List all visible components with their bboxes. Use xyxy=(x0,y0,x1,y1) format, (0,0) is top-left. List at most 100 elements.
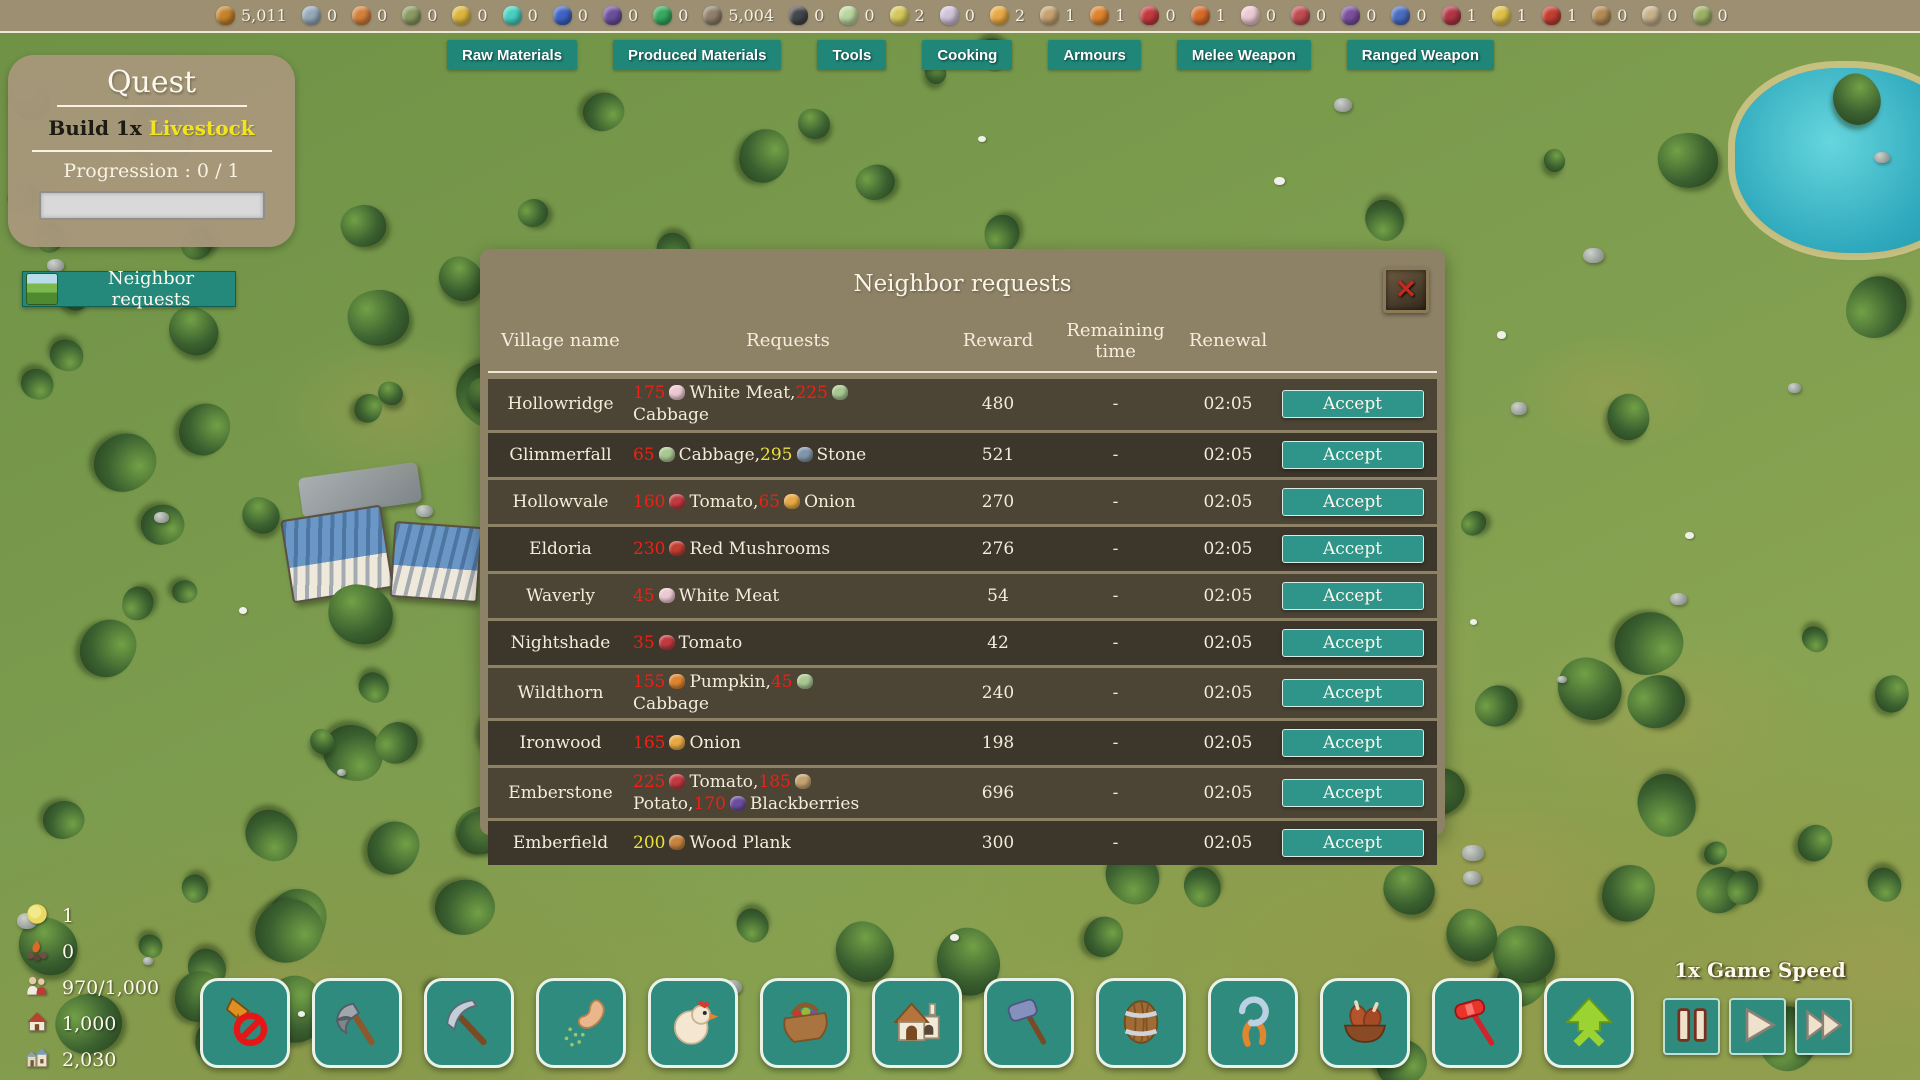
resource-count: 0 xyxy=(814,6,825,25)
village-name-cell: Glimmerfall xyxy=(509,444,612,465)
tool-sow-seeds-button[interactable] xyxy=(536,978,626,1068)
tab-produced-materials[interactable]: Produced Materials xyxy=(613,40,782,70)
remaining-time-cell: - xyxy=(1112,491,1119,512)
neighbor-requests-button[interactable]: Neighbor requests xyxy=(22,268,236,310)
tab-armours[interactable]: Armours xyxy=(1048,40,1141,70)
blue-stone-icon xyxy=(301,6,321,25)
table-header: Village name Requests Reward Remaining time… xyxy=(488,320,1437,362)
rock xyxy=(1511,402,1528,415)
accept-button[interactable]: Accept xyxy=(1281,440,1424,469)
accept-button[interactable]: Accept xyxy=(1281,778,1424,807)
rock xyxy=(1462,870,1482,885)
teal-gem-icon xyxy=(502,6,522,25)
resource-potato: 1 xyxy=(1040,6,1075,25)
tab-tools[interactable]: Tools xyxy=(817,40,887,70)
sheep xyxy=(1685,531,1695,539)
tool-harvest-basket-button[interactable] xyxy=(760,978,850,1068)
action-toolbar xyxy=(200,978,1634,1068)
tomato-icon xyxy=(669,493,686,509)
resource-pumpkin: 1 xyxy=(1090,6,1125,25)
tool-cancel-selection-button[interactable] xyxy=(200,978,290,1068)
tool-upgrade-button[interactable] xyxy=(1544,978,1634,1068)
tab-melee-weapon[interactable]: Melee Weapon xyxy=(1176,40,1311,70)
accept-button[interactable]: Accept xyxy=(1281,678,1424,707)
close-button[interactable]: ✕ xyxy=(1383,267,1429,313)
request-qty: 155 xyxy=(633,671,666,692)
play-button[interactable] xyxy=(1729,998,1786,1055)
resource-count: 0 xyxy=(964,6,975,25)
modal-title: Neighbor requests xyxy=(853,271,1072,297)
tool-gavel-button[interactable] xyxy=(1432,978,1522,1068)
accept-button[interactable]: Accept xyxy=(1281,487,1424,516)
resource-yellow-berries: 1 xyxy=(1491,6,1527,25)
column-header: Requests xyxy=(746,330,830,352)
tool-cooked-meat-button[interactable] xyxy=(1320,978,1410,1068)
header-divider xyxy=(488,371,1437,374)
fast-forward-button[interactable] xyxy=(1795,998,1852,1055)
tab-cooking[interactable]: Cooking xyxy=(922,40,1013,70)
rock xyxy=(154,511,169,523)
request-item-name: Cabbage xyxy=(633,693,709,714)
lake xyxy=(1735,68,1920,253)
tool-barrel-button[interactable] xyxy=(1096,978,1186,1068)
gold-ore-icon xyxy=(452,6,472,25)
village-name-cell: Hollowvale xyxy=(512,491,609,512)
harvest-basket-icon xyxy=(776,993,834,1054)
villagers-icon xyxy=(24,973,50,1003)
accept-button[interactable]: Accept xyxy=(1281,581,1424,610)
resource-count: 0 xyxy=(1165,6,1176,25)
renewal-cell: 02:05 xyxy=(1203,491,1253,512)
stat-houses: 1,000 xyxy=(24,1006,159,1042)
request-qty: 170 xyxy=(693,793,726,814)
tool-livestock-button[interactable] xyxy=(648,978,738,1068)
cabbage-icon xyxy=(796,673,813,689)
resource-count: 0 xyxy=(1316,6,1327,25)
accept-button[interactable]: Accept xyxy=(1281,728,1424,757)
reward-cell: 270 xyxy=(981,491,1015,512)
request-qty: 65 xyxy=(758,491,781,512)
resource-white-meat: 0 xyxy=(1240,6,1276,25)
stat-villagers: 970/1,000 xyxy=(24,970,159,1006)
accept-button[interactable]: Accept xyxy=(1281,628,1424,657)
white-meat-icon xyxy=(669,385,686,401)
tool-build-house-button[interactable] xyxy=(872,978,962,1068)
sheep xyxy=(1469,619,1477,625)
tab-ranged-weapon[interactable]: Ranged Weapon xyxy=(1346,40,1494,70)
resource-red-meat: 0 xyxy=(1291,6,1326,25)
request-qty: 295 xyxy=(760,444,793,465)
pumpkin-icon xyxy=(669,673,686,689)
request-item-name: Red Mushrooms xyxy=(689,538,831,559)
request-item-name: Onion xyxy=(804,491,856,512)
game-speed-controls xyxy=(1663,998,1852,1055)
rock xyxy=(142,957,154,965)
green-gem-icon xyxy=(653,6,673,25)
stat-value: 970/1,000 xyxy=(62,977,160,999)
request-qty: 65 xyxy=(633,444,655,465)
quest-panel: Quest Build 1x Livestock Progression : 0… xyxy=(8,55,295,247)
remaining-time-cell: - xyxy=(1112,732,1119,753)
neighbor-requests-label: Neighbor requests xyxy=(107,268,195,310)
stat-value: 1 xyxy=(62,905,75,927)
accept-button[interactable]: Accept xyxy=(1281,828,1424,857)
resource-green-mushroom: 0 xyxy=(1692,6,1728,25)
reward-cell: 276 xyxy=(981,538,1015,559)
resource-count: 0 xyxy=(864,6,875,25)
tool-pickaxe-button[interactable] xyxy=(424,978,514,1068)
red-meat-icon xyxy=(1291,6,1310,25)
accept-button[interactable]: Accept xyxy=(1281,534,1424,563)
table-row: Eldoria 230 Red Mushrooms 276 - 02:05 Accept xyxy=(488,526,1437,571)
mallet-icon xyxy=(1000,993,1058,1054)
resource-corn: 2 xyxy=(889,6,925,25)
potato-icon xyxy=(794,773,811,789)
tab-raw-materials[interactable]: Raw Materials xyxy=(447,40,578,70)
rock xyxy=(1462,844,1484,861)
tool-mallet-button[interactable] xyxy=(984,978,1074,1068)
stat-campfire: 0 xyxy=(24,934,159,970)
stat-value: 1,000 xyxy=(62,1013,117,1035)
accept-button[interactable]: Accept xyxy=(1281,390,1424,419)
resource-red-mushroom: 1 xyxy=(1541,6,1577,25)
tool-axe-button[interactable] xyxy=(312,978,402,1068)
pause-button[interactable] xyxy=(1663,998,1720,1055)
resource-count: 0 xyxy=(377,6,388,25)
tool-pliers-button[interactable] xyxy=(1208,978,1298,1068)
